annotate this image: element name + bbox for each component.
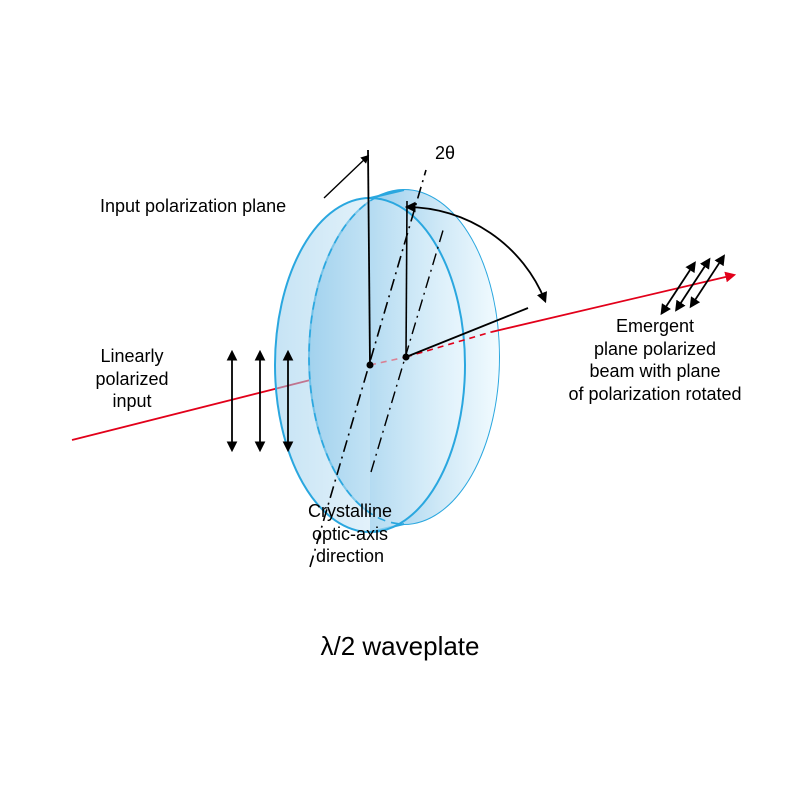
label-optic-axis: Crystalline optic-axis direction: [270, 500, 430, 568]
label-linear-input: Linearly polarized input: [72, 345, 192, 413]
angle-label: 2θ: [420, 142, 470, 165]
input-pol-leader: [324, 156, 368, 198]
input-pol-line-back: [406, 201, 407, 357]
label-input-polarization-plane: Input polarization plane: [100, 195, 330, 218]
diagram-title: λ/2 waveplate: [0, 630, 800, 663]
label-emergent: Emergent plane polarized beam with plane…: [545, 315, 765, 405]
